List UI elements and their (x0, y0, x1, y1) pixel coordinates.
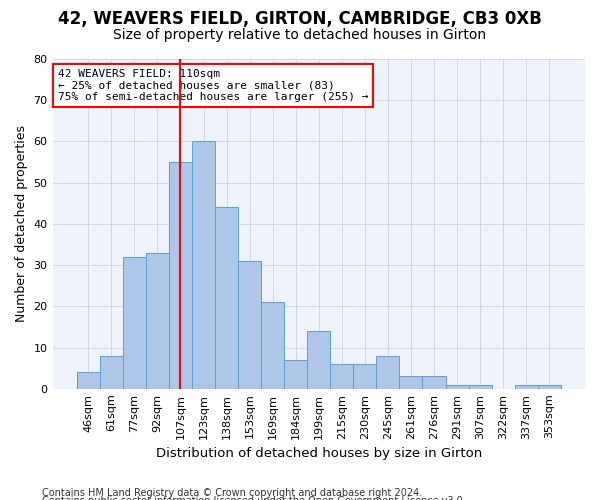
X-axis label: Distribution of detached houses by size in Girton: Distribution of detached houses by size … (155, 447, 482, 460)
Bar (284, 360, 307, 389)
Bar (169, 162, 192, 389)
Bar (261, 302, 284, 389)
Bar (422, 376, 446, 389)
Y-axis label: Number of detached properties: Number of detached properties (15, 126, 28, 322)
Text: Contains HM Land Registry data © Crown copyright and database right 2024.: Contains HM Land Registry data © Crown c… (42, 488, 422, 498)
Bar (77, 372, 100, 389)
Bar (353, 364, 376, 389)
Text: 42 WEAVERS FIELD: 110sqm
← 25% of detached houses are smaller (83)
75% of semi-d: 42 WEAVERS FIELD: 110sqm ← 25% of detach… (58, 69, 368, 102)
Bar (469, 384, 491, 389)
Bar (238, 261, 261, 389)
Bar (307, 331, 330, 389)
Bar (100, 356, 123, 389)
Bar (215, 208, 238, 389)
Text: 42, WEAVERS FIELD, GIRTON, CAMBRIDGE, CB3 0XB: 42, WEAVERS FIELD, GIRTON, CAMBRIDGE, CB… (58, 10, 542, 28)
Bar (376, 356, 400, 389)
Bar (146, 253, 169, 389)
Bar (192, 142, 215, 389)
Bar (330, 364, 353, 389)
Bar (123, 257, 146, 389)
Bar (400, 376, 422, 389)
Bar (515, 384, 538, 389)
Bar (538, 384, 561, 389)
Bar (446, 384, 469, 389)
Text: Size of property relative to detached houses in Girton: Size of property relative to detached ho… (113, 28, 487, 42)
Text: Contains public sector information licensed under the Open Government Licence v3: Contains public sector information licen… (42, 496, 466, 500)
